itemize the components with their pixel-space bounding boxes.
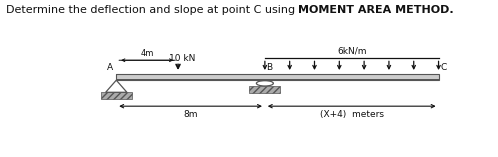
- Text: MOMENT AREA METHOD.: MOMENT AREA METHOD.: [298, 5, 454, 15]
- Text: 10 kN: 10 kN: [169, 54, 195, 63]
- Text: 4m: 4m: [140, 49, 154, 58]
- Bar: [249, 86, 280, 93]
- Bar: [101, 92, 131, 99]
- Text: A: A: [107, 63, 113, 72]
- Text: B: B: [266, 63, 272, 72]
- Bar: [117, 79, 439, 80]
- Text: 8m: 8m: [183, 110, 198, 119]
- Text: C: C: [441, 63, 447, 72]
- Bar: [117, 73, 439, 75]
- Bar: [117, 73, 439, 80]
- Text: Determine the deflection and slope at point C using: Determine the deflection and slope at po…: [6, 5, 299, 15]
- Text: 6kN/m: 6kN/m: [337, 46, 367, 55]
- Text: (X+4)  meters: (X+4) meters: [320, 110, 384, 119]
